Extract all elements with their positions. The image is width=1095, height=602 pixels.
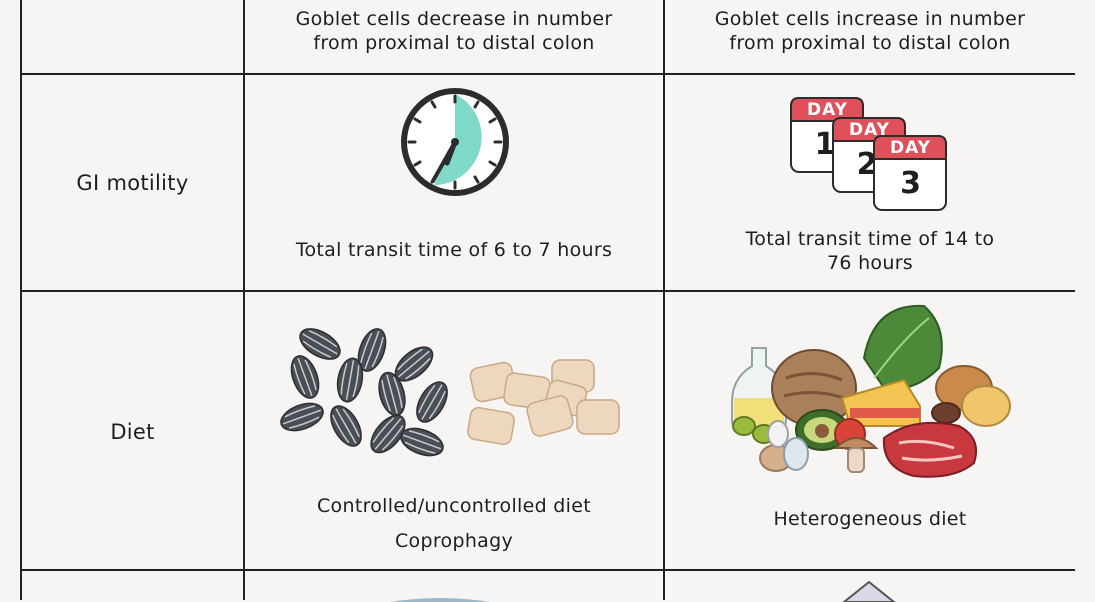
header-col2-line1: Goblet cells increase in number <box>714 8 1026 30</box>
row-label-gi-motility: GI motility <box>76 171 189 195</box>
calendar-1-number: 1 <box>814 127 836 162</box>
header-col2-line2: from proximal to distal colon <box>729 32 1011 54</box>
grid-line-col1 <box>243 0 245 600</box>
grid-line-col2 <box>663 0 665 600</box>
mixed-food-icon <box>731 304 1011 478</box>
gi-motility-col2-caption-line1: Total transit time of 14 to <box>745 228 995 250</box>
diet-col1-caption-line2: Coprophagy <box>394 530 514 552</box>
sunflower-seeds-icon <box>276 321 455 462</box>
grid-line-row1 <box>22 73 1075 75</box>
diet-col2-caption: Heterogeneous diet <box>773 508 967 530</box>
chow-pellets-icon <box>467 359 620 446</box>
calendar-2-tab: DAY <box>849 120 890 140</box>
calendar-3-number: 3 <box>900 166 921 201</box>
diet-col1-captions: Controlled/uncontrolled diet Coprophagy <box>245 489 663 559</box>
header-col1-line1: Goblet cells decrease in number <box>295 8 613 30</box>
gi-motility-col1-caption: Total transit time of 6 to 7 hours <box>295 239 613 261</box>
partial-icon-col1 <box>390 598 490 602</box>
diet-col1-caption-line1: Controlled/uncontrolled diet <box>316 495 591 517</box>
header-col1-line2: from proximal to distal colon <box>313 32 595 54</box>
calendar-2-number: 2 <box>856 147 878 182</box>
calendar-1-tab: DAY <box>807 100 848 120</box>
calendar-3-tab: DAY <box>890 138 931 158</box>
header-col1-text: Goblet cells decrease in number from pro… <box>245 7 663 55</box>
calendar-icon-day-3 <box>873 135 947 211</box>
grid-line-row3 <box>22 569 1075 571</box>
clock-icon <box>401 88 509 196</box>
gi-motility-col2-caption-line2: 76 hours <box>826 252 914 274</box>
header-col2-text: Goblet cells increase in number from pro… <box>665 7 1075 55</box>
row-label-diet: Diet <box>110 420 155 444</box>
grid-line-left <box>20 0 22 600</box>
grid-line-row2 <box>22 290 1075 292</box>
gi-motility-col2-caption: Total transit time of 14 to 76 hours <box>665 227 1075 275</box>
partial-icon-col2 <box>842 580 896 602</box>
